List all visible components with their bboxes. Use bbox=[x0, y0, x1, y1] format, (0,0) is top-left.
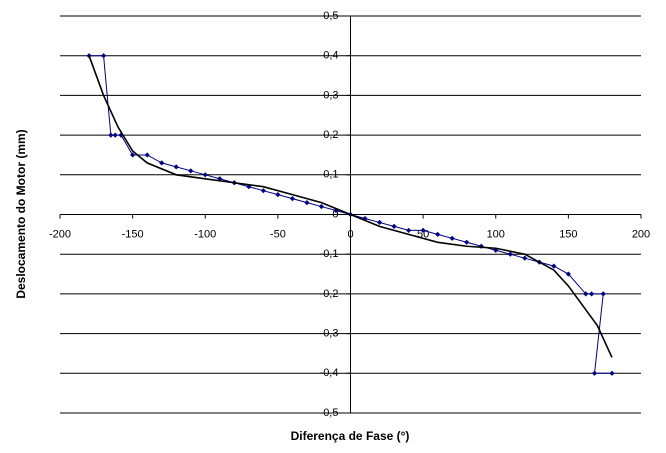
marker bbox=[112, 132, 118, 138]
y-axis-title: Deslocamento do Motor (mm) bbox=[14, 129, 28, 298]
marker bbox=[188, 168, 194, 174]
marker bbox=[609, 370, 615, 376]
marker bbox=[100, 53, 107, 59]
marker bbox=[435, 231, 441, 237]
marker bbox=[318, 203, 325, 210]
marker bbox=[260, 188, 266, 194]
marker bbox=[464, 239, 470, 245]
marker bbox=[600, 291, 606, 297]
marker bbox=[507, 251, 513, 257]
marker bbox=[173, 164, 179, 170]
y-tick-label: -0,1 bbox=[320, 248, 339, 260]
x-axis-title: Diferença de Fase (°) bbox=[291, 429, 410, 443]
marker bbox=[108, 132, 114, 138]
y-tick-label: 0,4 bbox=[323, 50, 338, 62]
x-tick-label: -150 bbox=[122, 228, 144, 240]
series-line bbox=[88, 55, 613, 358]
y-tick-label: -0,3 bbox=[320, 328, 339, 340]
marker bbox=[478, 243, 484, 249]
marker bbox=[202, 172, 208, 178]
x-tick-label: 200 bbox=[632, 228, 650, 240]
x-tick-label: -50 bbox=[270, 228, 286, 240]
marker bbox=[391, 223, 397, 230]
marker bbox=[420, 227, 426, 233]
marker bbox=[583, 291, 589, 297]
marker bbox=[144, 152, 150, 158]
marker bbox=[591, 370, 598, 376]
marker bbox=[289, 196, 295, 202]
marker bbox=[376, 219, 383, 226]
y-tick-label: -0,5 bbox=[320, 407, 339, 419]
marker bbox=[551, 263, 557, 269]
marker bbox=[275, 192, 281, 198]
marker bbox=[362, 215, 368, 222]
y-tick-label: 0,1 bbox=[323, 169, 338, 181]
x-tick-label: 0 bbox=[347, 228, 353, 240]
marker bbox=[159, 160, 165, 166]
marker bbox=[565, 271, 571, 277]
x-tick-label: 150 bbox=[559, 228, 577, 240]
marker bbox=[589, 291, 595, 297]
y-tick-label: 0,5 bbox=[323, 10, 338, 22]
marker bbox=[304, 199, 310, 206]
marker bbox=[130, 152, 136, 158]
y-tick-label: 0,2 bbox=[323, 129, 338, 141]
marker bbox=[333, 207, 339, 214]
marker bbox=[522, 255, 528, 261]
y-tick-label: -0,2 bbox=[320, 288, 339, 300]
x-tick-label: -100 bbox=[194, 228, 216, 240]
marker bbox=[406, 227, 412, 233]
y-tick-label: 0,3 bbox=[323, 89, 338, 101]
x-tick-label: -200 bbox=[49, 228, 71, 240]
x-tick-label: 100 bbox=[487, 228, 505, 240]
y-tick-label: -0,4 bbox=[320, 367, 339, 379]
marker bbox=[449, 235, 455, 241]
